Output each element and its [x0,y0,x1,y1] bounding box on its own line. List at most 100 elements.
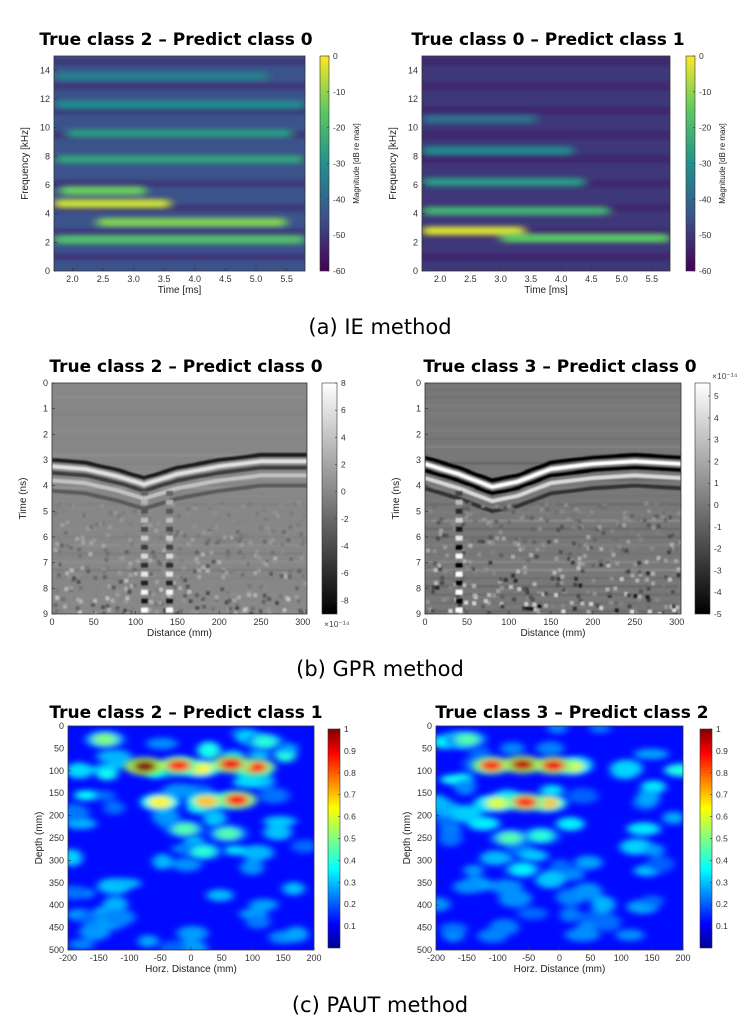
radargram-noise [279,503,284,508]
radargram-band [425,560,681,564]
radargram-noise [560,574,565,579]
radargram-noise [470,538,475,543]
radargram-noise [54,562,59,567]
radargram-noise [231,592,236,597]
spectral-band [422,177,586,187]
radargram-column [455,571,463,577]
radargram-noise [178,609,183,614]
radargram-noise [269,571,274,576]
x-axis-label: Time [ms] [158,285,202,296]
y-tick-label: 14 [408,65,418,75]
radargram-noise [225,549,230,554]
heatmap-speckle [633,748,669,760]
radargram-noise [125,596,130,601]
radargram-noise [125,612,130,614]
radargram-noise [555,583,560,588]
radargram-noise [277,520,282,525]
radargram-column [166,589,174,595]
heatmap-speckle [498,889,533,908]
radargram-noise [492,593,497,598]
panel-title: True class 3 – Predict class 0 [423,357,696,377]
radargram-band [425,437,681,440]
radargram-noise [564,581,569,586]
radargram-noise [664,575,669,580]
x-tick-label: 0 [557,953,562,963]
radargram-noise [574,576,579,581]
radargram-noise [679,540,681,545]
radargram-noise [167,593,172,598]
radargram-noise [127,587,132,592]
radargram-noise [651,517,656,522]
radargram-noise [671,590,676,595]
x-tick-label: 200 [585,617,600,627]
radargram-noise [240,572,245,577]
radargram-noise [229,535,234,540]
heatmap-speckle [68,849,83,867]
radargram-noise [569,600,574,605]
y-tick-label: 9 [416,609,421,619]
heatmap-speckle [100,908,136,926]
radargram-noise [188,599,193,604]
heatmap-speckle [641,895,664,907]
radargram-band [425,552,681,555]
radargram-texture-layer [425,388,681,614]
radargram-noise [214,595,219,600]
spectral-band [54,154,305,164]
y-tick-label: 200 [417,811,432,821]
reflection-spot [485,797,510,810]
radargram-noise [432,504,437,509]
radargram-noise [208,563,213,568]
radargram-noise [129,541,134,546]
radargram-noise [630,514,635,519]
radargram-noise [195,534,200,539]
reflection-spot [454,733,479,746]
radargram-noise [512,540,517,545]
heatmap-speckle [454,779,476,796]
radargram-noise [577,519,582,524]
x-tick-label: 150 [543,617,558,627]
radargram-noise [172,554,177,559]
radargram-column [455,490,463,496]
radargram-column [140,607,148,613]
heatmap-speckle [79,923,111,941]
radargram-noise [611,552,616,557]
y-tick-label: 0 [45,266,50,276]
radargram-noise [78,585,83,590]
heatmap-speckle [556,817,585,831]
radargram-noise [104,557,109,562]
radargram-noise [186,542,191,547]
x-tick-label: 300 [295,617,310,627]
radargram-noise [521,546,526,551]
heatmap-spot-layer [84,730,285,861]
radargram-noise [207,531,212,536]
radargram-noise [101,605,106,610]
radargram-noise [657,606,662,611]
radargram-noise [60,543,65,548]
colorbar-tick-label: 2 [714,456,719,466]
y-tick-label: 4 [413,209,418,219]
radargram-noise [435,585,440,590]
radargram-column [455,598,463,604]
y-tick-label: 8 [45,151,50,161]
radargram-noise [101,570,106,575]
radargram-noise [75,606,80,611]
section-caption: (c) PAUT method [292,993,468,1017]
heatmap-shadow-band [422,108,670,113]
radargram-noise [115,592,120,597]
radargram-noise [425,584,430,589]
heatmap-speckle [248,898,279,911]
radargram-noise [99,503,104,508]
radargram-noise [283,507,288,512]
radargram-noise [105,551,110,556]
radargram-noise [192,569,197,574]
radargram-noise [428,509,433,514]
radargram-noise [181,566,186,571]
radargram-noise [551,501,556,506]
reflection-spot [513,796,538,809]
radargram-noise [239,543,244,548]
radargram-column [140,598,148,604]
radargram-noise [510,554,515,559]
spectral-band [54,100,305,110]
radargram-band [425,601,681,605]
